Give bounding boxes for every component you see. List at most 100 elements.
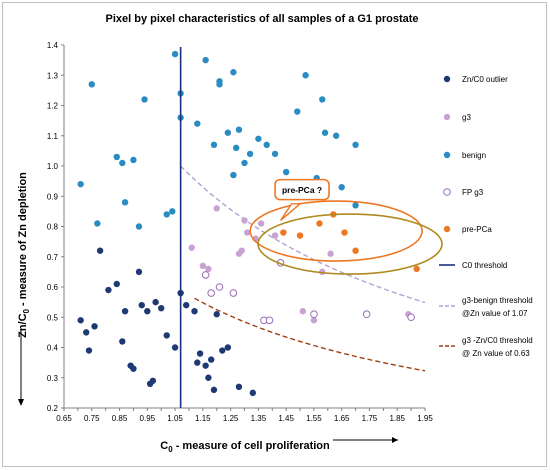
chart-title: Pixel by pixel characteristics of all sa…	[105, 13, 418, 25]
data-point-0	[207, 356, 215, 363]
y-tick-label: 0.7	[47, 253, 59, 262]
data-point-2	[194, 120, 201, 127]
data-point-0	[224, 344, 232, 351]
data-point-4	[341, 229, 348, 236]
legend-c0-label: C0 threshold	[462, 261, 507, 270]
x-tick-label: 1.95	[417, 414, 433, 423]
y-axis-label-sub: 0	[22, 308, 31, 313]
data-point-0	[163, 332, 170, 339]
data-point-2	[121, 199, 129, 206]
data-point-2	[263, 141, 270, 149]
y-axis-label-pre: Zn/C	[17, 313, 29, 337]
y-tick-label: 0.3	[47, 374, 59, 383]
data-point-1	[241, 217, 248, 224]
plot-area: 0.65 0.75 0.85 0.95 1.05 1.15 1.25 1.35 1.45 1.55…	[47, 41, 443, 423]
x-tick-label: 1.65	[334, 414, 350, 423]
data-point-0	[157, 304, 165, 312]
data-point-3	[201, 271, 210, 279]
legend-label-0: Zn/C0 outlier	[462, 75, 508, 84]
data-point-1	[310, 317, 318, 324]
legend-curve-sub-1: @ Zn value of 0.63	[462, 349, 530, 358]
data-point-1	[188, 244, 195, 251]
legend-marker-0	[443, 75, 451, 83]
legend-label-3: FP g3	[462, 188, 484, 197]
data-point-0	[213, 311, 220, 318]
data-point-0	[149, 377, 157, 384]
data-point-0	[235, 383, 243, 391]
data-point-2	[246, 150, 254, 158]
data-point-2	[171, 50, 179, 58]
data-point-0	[119, 338, 126, 345]
data-point-0	[85, 347, 93, 354]
x-axis-label: C0 - measure of cell proliferation	[160, 440, 330, 454]
x-axis-label-rest: - measure of cell proliferation	[173, 440, 330, 452]
legend-label-2: benign	[462, 151, 486, 160]
data-point-2	[282, 168, 290, 176]
data-point-2	[241, 159, 248, 167]
data-point-3	[265, 316, 274, 325]
x-tick-label: 1.05	[167, 414, 183, 423]
data-point-2	[352, 202, 359, 209]
data-point-0	[138, 301, 145, 309]
x-tick-label: 1.75	[362, 414, 378, 423]
annotation-pointer	[280, 203, 302, 221]
data-point-2	[321, 129, 329, 136]
y-axis-label-rest: - measure of Zn depletion	[17, 172, 29, 309]
data-point-4	[296, 232, 304, 239]
data-point-2	[202, 56, 209, 64]
data-point-1	[238, 247, 245, 254]
annotation-text: pre-PCa ?	[282, 185, 322, 195]
y-tick-label: 0.8	[47, 223, 59, 232]
legend-marker-3	[443, 188, 451, 196]
data-point-2	[294, 108, 301, 115]
data-point-3	[362, 310, 371, 319]
data-point-2	[232, 144, 240, 152]
data-point-1	[327, 250, 334, 257]
g3-ellipse	[257, 213, 443, 275]
x-tick-label: 0.85	[112, 414, 128, 423]
data-point-2	[224, 129, 232, 136]
threshold-curve-1	[194, 297, 426, 372]
pre-pca-ellipse	[249, 200, 423, 262]
y-tick-label: 0.5	[47, 313, 59, 322]
data-point-3	[407, 313, 415, 322]
data-point-2	[163, 211, 170, 218]
data-point-2	[255, 135, 262, 142]
y-tick-label: 1.0	[47, 162, 59, 171]
data-point-0	[83, 329, 90, 336]
data-point-2	[94, 220, 101, 227]
data-point-1	[205, 265, 212, 273]
legend-marker-1	[443, 113, 451, 121]
data-point-0	[77, 317, 84, 324]
data-point-1	[244, 229, 251, 236]
y-tick-label: 0.2	[47, 404, 59, 413]
data-point-0	[202, 362, 209, 369]
legend: Zn/C0 outlier g3 benign FP g3 pre-PCa C0 thre…	[439, 75, 533, 358]
legend-label-1: g3	[462, 113, 471, 122]
data-point-1	[299, 308, 307, 315]
data-point-2	[230, 69, 237, 76]
y-tick-label: 1.2	[47, 102, 59, 111]
data-point-0	[194, 359, 201, 366]
y-axis-label: Zn/C0 - measure of Zn depletion	[17, 172, 31, 338]
data-point-3	[310, 310, 318, 319]
data-point-2	[216, 81, 223, 88]
data-point-3	[215, 283, 224, 291]
data-point-0	[91, 323, 98, 330]
x-tick-label: 1.25	[223, 414, 239, 423]
x-tick-label: 0.65	[56, 414, 72, 423]
data-point-0	[191, 308, 198, 315]
x-axis-label-sub: 0	[168, 445, 173, 454]
legend-curve-label-0: g3-benign threshold	[462, 296, 533, 305]
data-point-4	[316, 220, 323, 227]
legend-curve-sub-0: @Zn value of 1.07	[462, 309, 528, 318]
y-tick-label: 1.1	[47, 132, 59, 141]
x-tick-label: 1.45	[278, 414, 294, 423]
data-point-2	[130, 156, 137, 164]
data-point-0	[130, 365, 137, 372]
data-point-0	[113, 280, 120, 288]
data-point-2	[77, 180, 84, 188]
data-point-1	[213, 205, 220, 212]
x-tick-label: 0.95	[140, 414, 156, 423]
